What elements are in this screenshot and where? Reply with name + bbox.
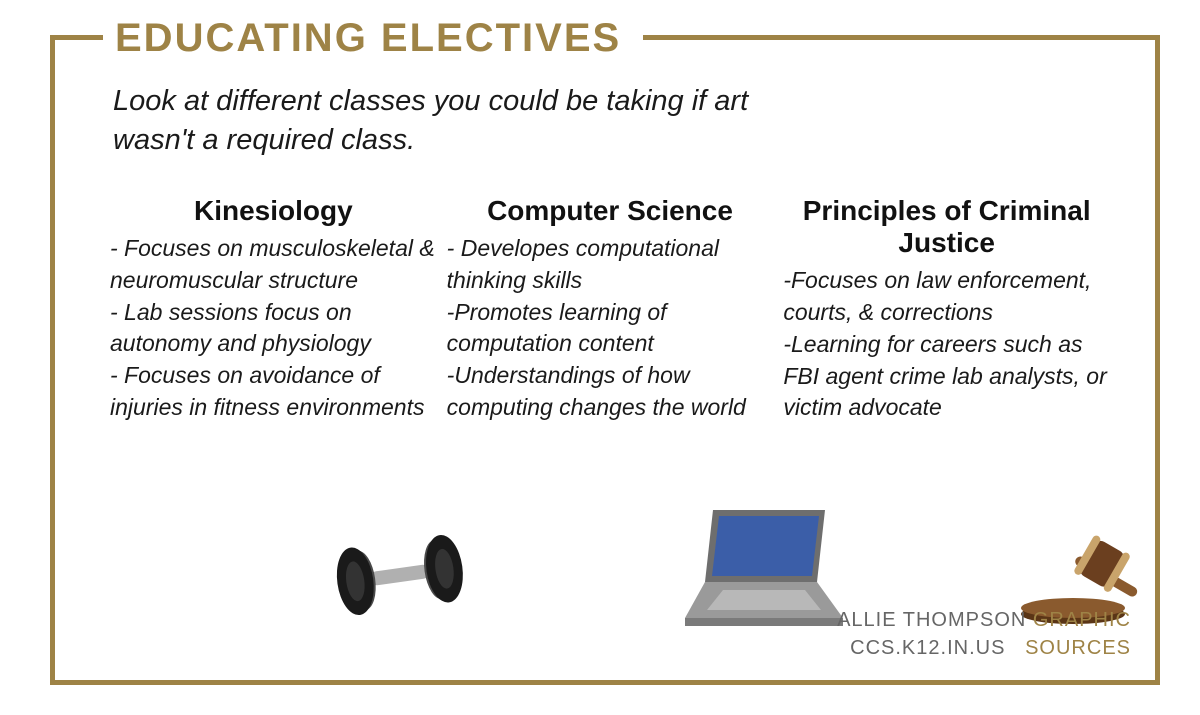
credit-source: CCS.K12.IN.US: [850, 637, 1005, 659]
credit-label: SOURCES: [1025, 637, 1131, 659]
bullet-item: -Promotes learning of computation conten…: [447, 297, 774, 360]
bullet-item: - Focuses on musculoskeletal & neuromusc…: [110, 233, 437, 296]
credit-author: ALLIE THOMPSON: [837, 609, 1026, 631]
column-computer-science: Computer Science - Developes computation…: [447, 195, 774, 424]
column-title: Principles of Criminal Justice: [783, 195, 1110, 259]
column-kinesiology: Kinesiology - Focuses on musculoskeletal…: [110, 195, 437, 424]
bullet-list: -Focuses on law enforcement, courts, & c…: [783, 265, 1110, 424]
column-title: Computer Science: [447, 195, 774, 227]
credit-line: CCS.K12.IN.US SOURCES: [837, 634, 1131, 662]
infographic-frame: EDUCATING ELECTIVES Look at different cl…: [50, 35, 1160, 685]
dumbbell-icon: [315, 516, 485, 636]
bullet-list: - Focuses on musculoskeletal & neuromusc…: [110, 233, 437, 423]
bullet-item: - Lab sessions focus on autonomy and phy…: [110, 297, 437, 360]
bullet-item: -Learning for careers such as FBI agent …: [783, 329, 1110, 424]
bullet-item: - Focuses on avoidance of injuries in fi…: [110, 360, 437, 423]
credit-label: GRAPHIC: [1033, 609, 1131, 631]
credits: ALLIE THOMPSON GRAPHIC CCS.K12.IN.US SOU…: [837, 606, 1131, 662]
laptop-icon: [675, 500, 845, 620]
bullet-item: -Focuses on law enforcement, courts, & c…: [783, 265, 1110, 328]
columns-container: Kinesiology - Focuses on musculoskeletal…: [110, 195, 1110, 424]
bullet-list: - Developes computational thinking skill…: [447, 233, 774, 423]
page-title: EDUCATING ELECTIVES: [103, 16, 643, 61]
bullet-item: - Developes computational thinking skill…: [447, 233, 774, 296]
column-criminal-justice: Principles of Criminal Justice -Focuses …: [783, 195, 1110, 424]
page-subtitle: Look at different classes you could be t…: [113, 82, 813, 160]
column-title: Kinesiology: [110, 195, 437, 227]
credit-line: ALLIE THOMPSON GRAPHIC: [837, 606, 1131, 634]
bullet-item: -Understandings of how computing changes…: [447, 360, 774, 423]
